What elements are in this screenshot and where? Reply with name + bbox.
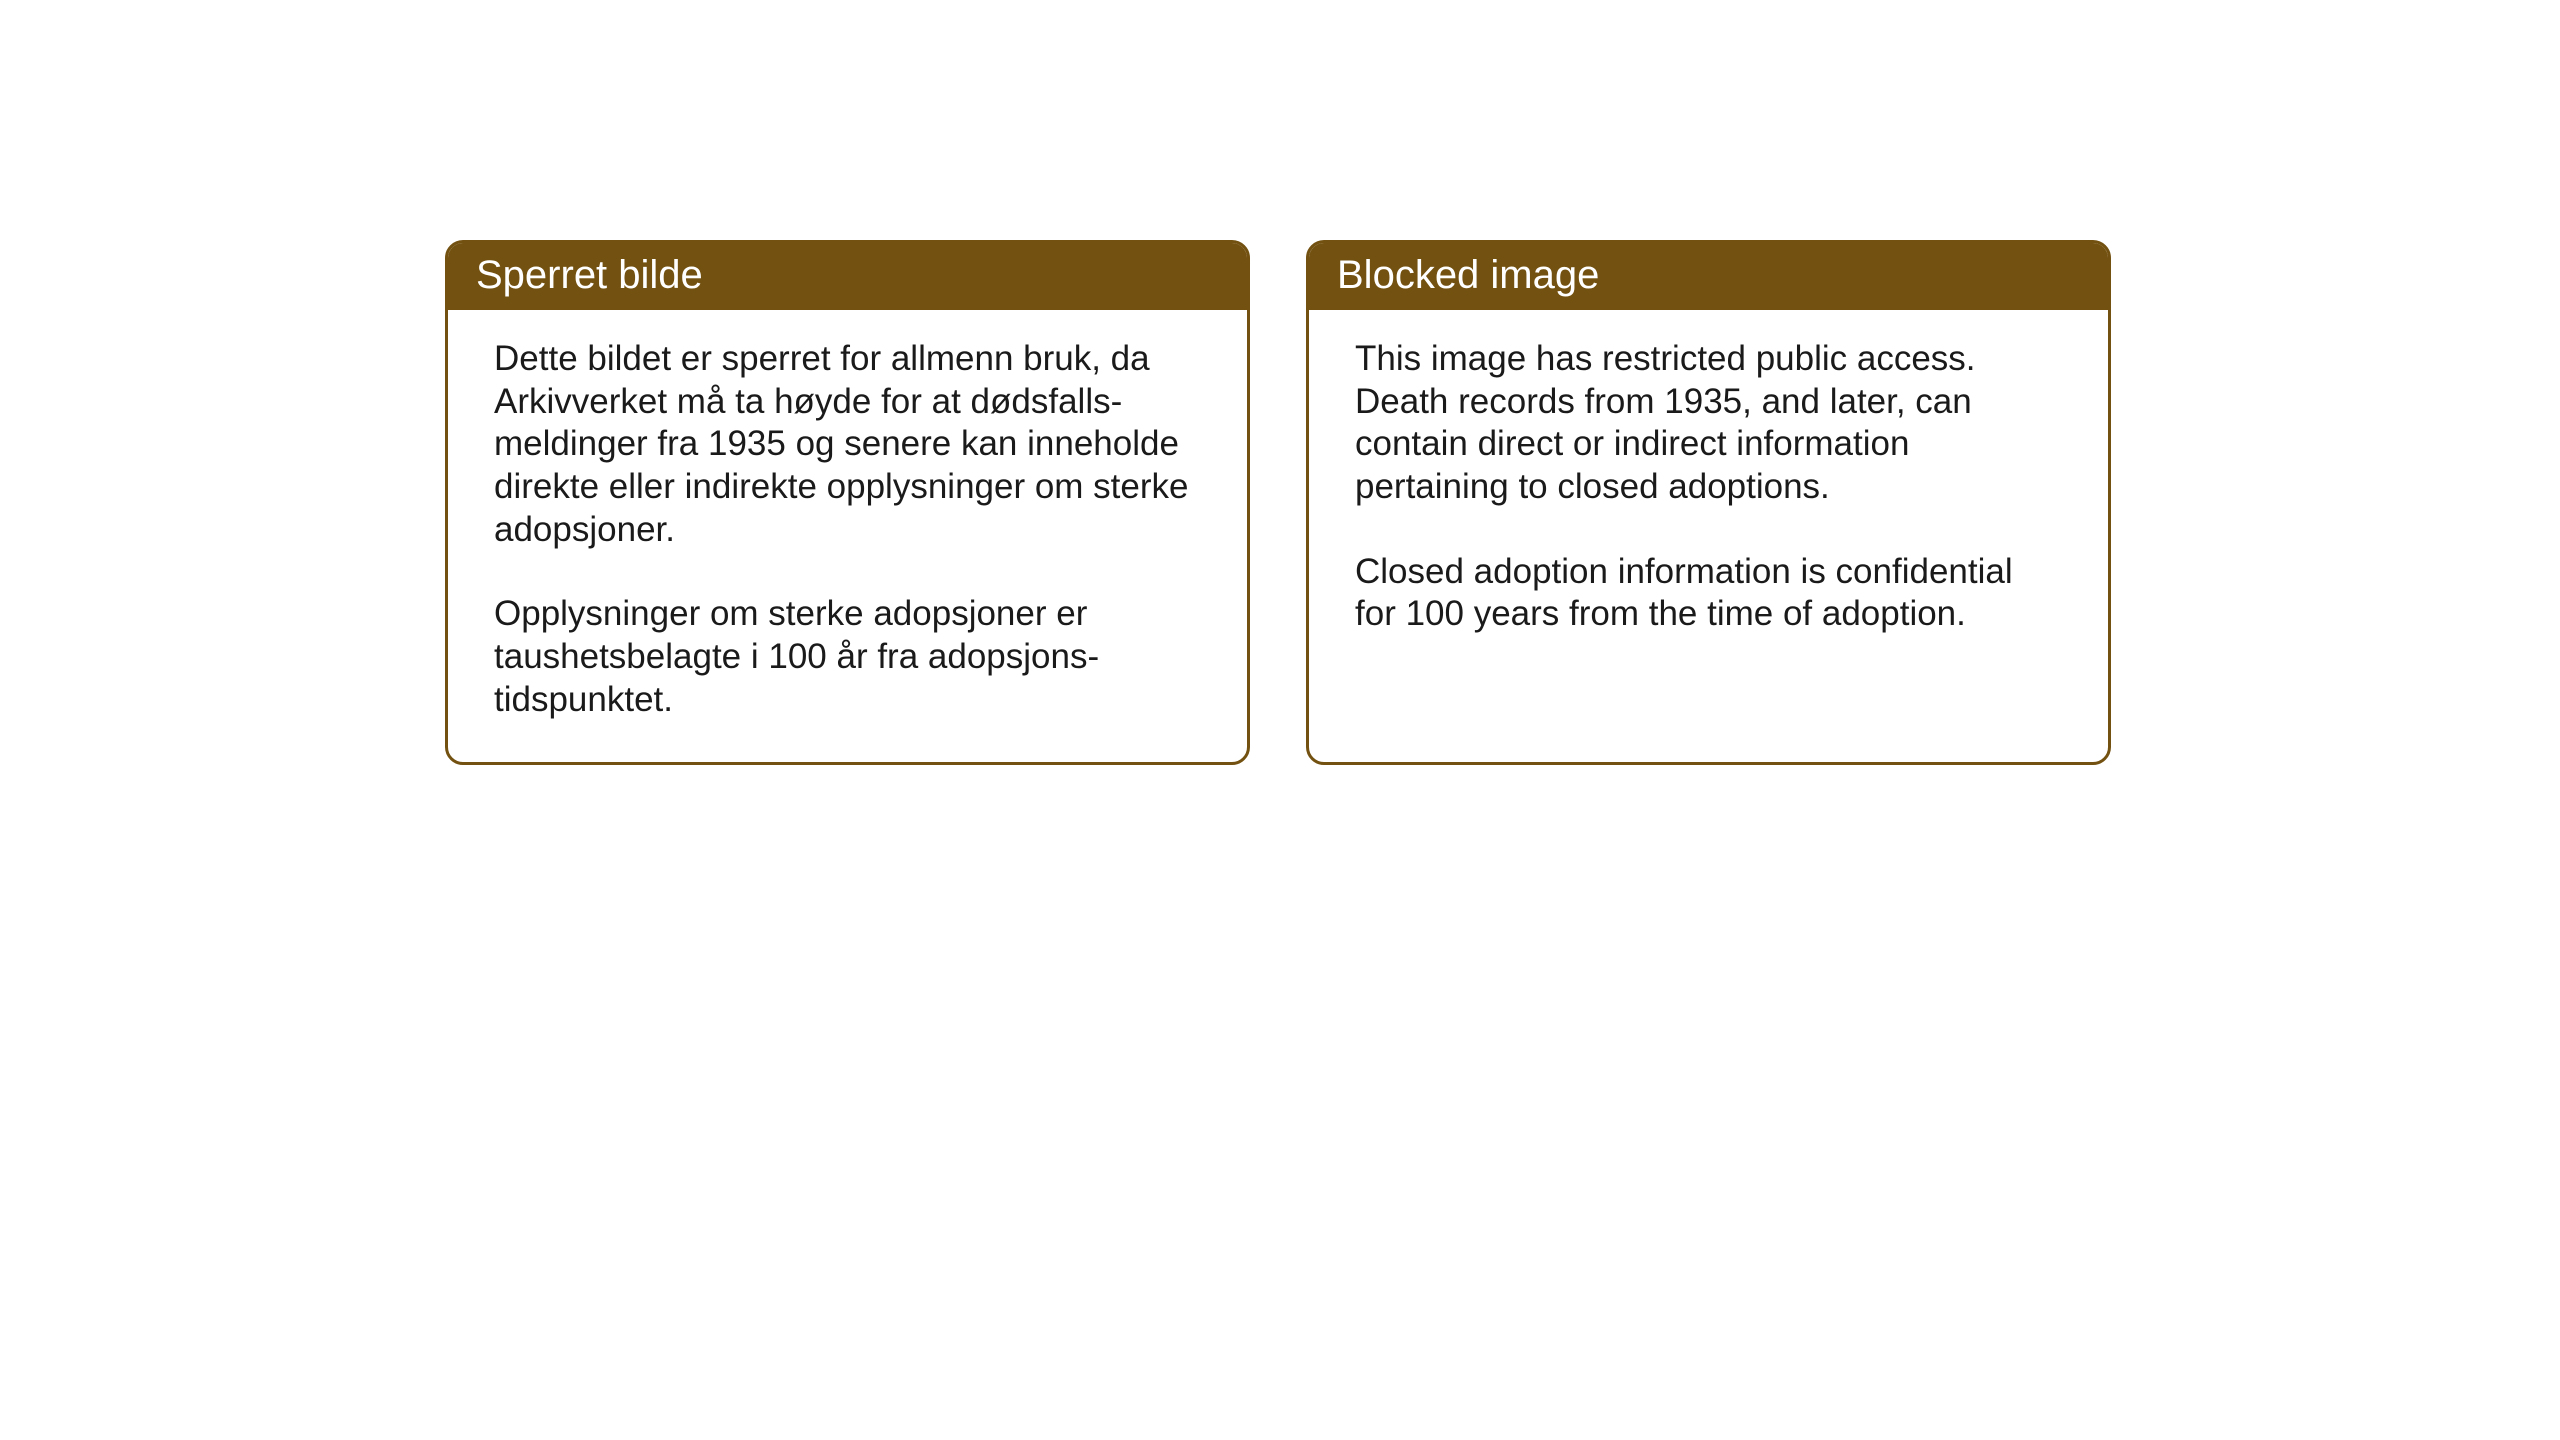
notice-box-english: Blocked image This image has restricted … bbox=[1306, 240, 2111, 765]
notice-header-english: Blocked image bbox=[1309, 243, 2108, 310]
notice-paragraph-2-norwegian: Opplysninger om sterke adopsjoner er tau… bbox=[494, 593, 1201, 721]
notice-container: Sperret bilde Dette bildet er sperret fo… bbox=[445, 240, 2111, 765]
notice-paragraph-1-english: This image has restricted public access.… bbox=[1355, 338, 2062, 509]
notice-paragraph-1-norwegian: Dette bildet er sperret for allmenn bruk… bbox=[494, 338, 1201, 551]
notice-body-norwegian: Dette bildet er sperret for allmenn bruk… bbox=[448, 310, 1247, 762]
notice-box-norwegian: Sperret bilde Dette bildet er sperret fo… bbox=[445, 240, 1250, 765]
notice-body-english: This image has restricted public access.… bbox=[1309, 310, 2108, 676]
notice-paragraph-2-english: Closed adoption information is confident… bbox=[1355, 551, 2062, 636]
notice-header-norwegian: Sperret bilde bbox=[448, 243, 1247, 310]
